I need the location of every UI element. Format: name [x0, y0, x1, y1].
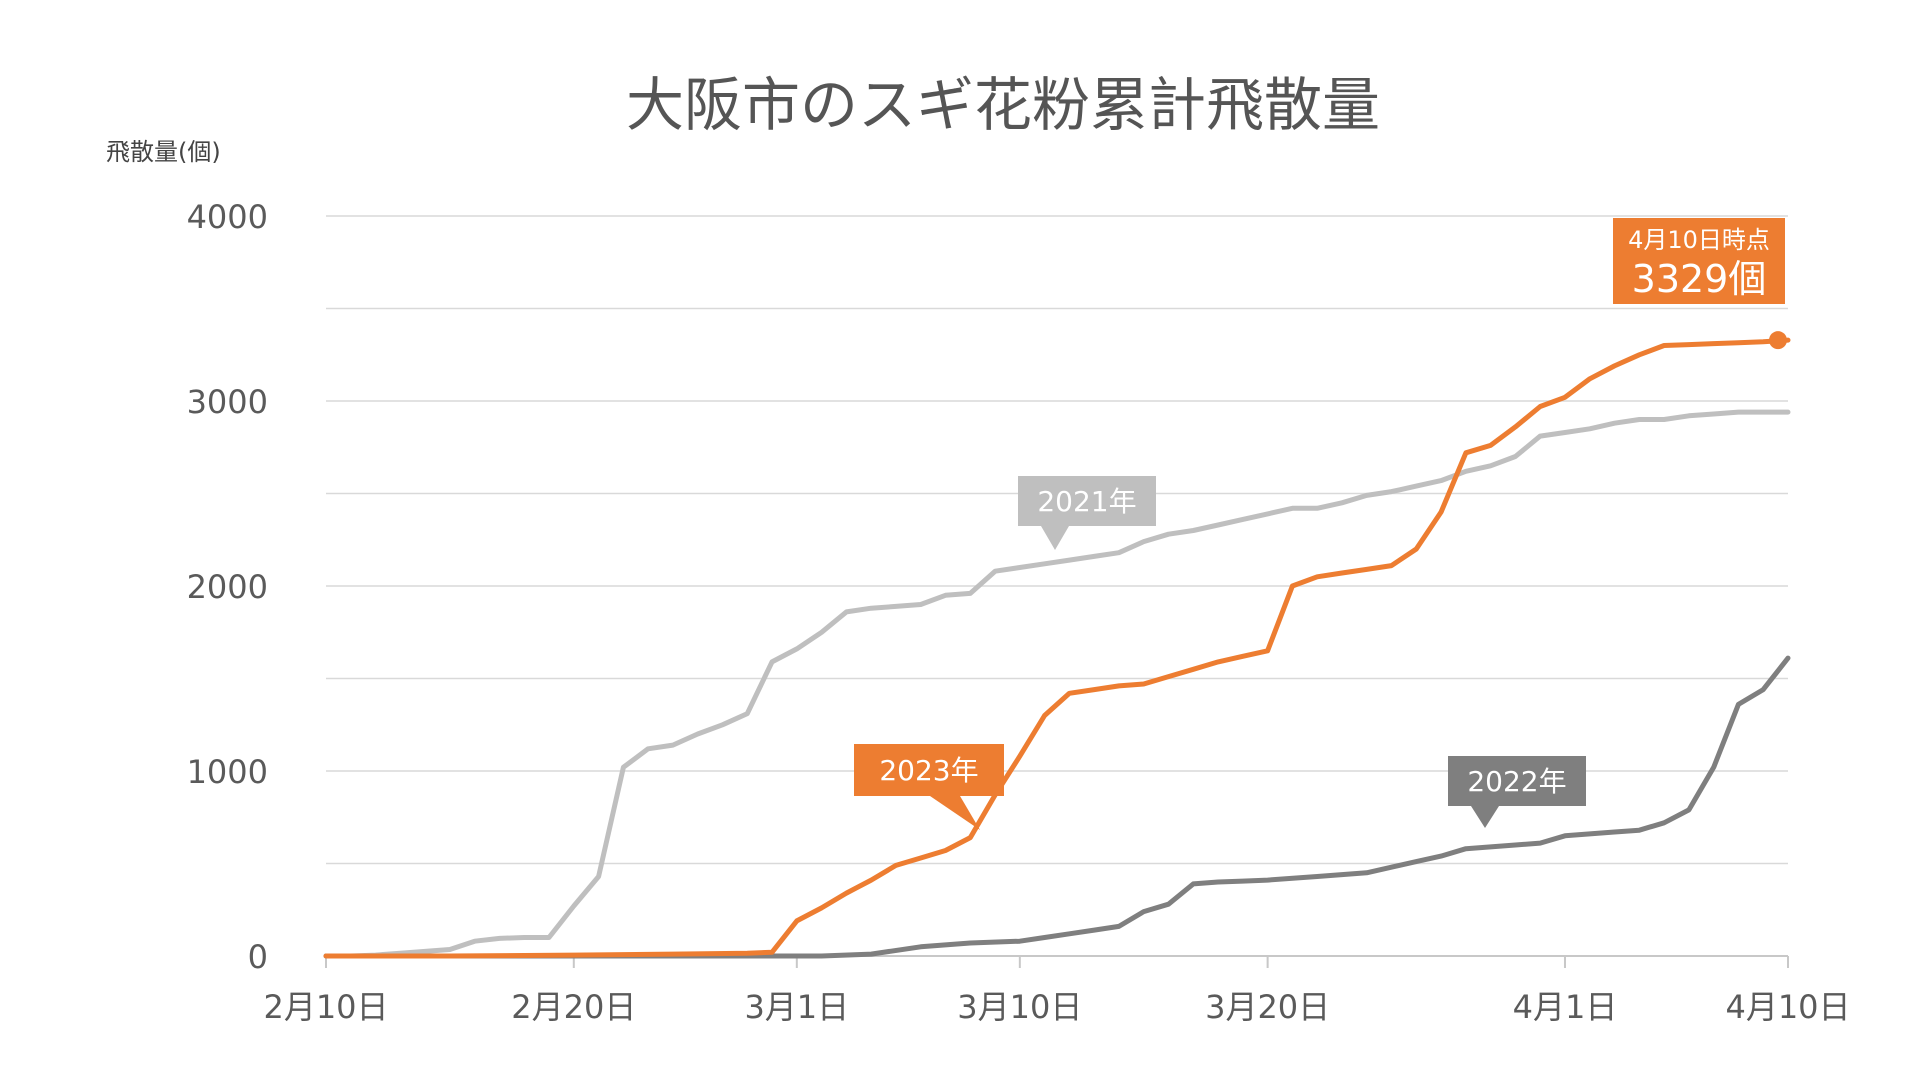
- series-line-3: [323, 337, 1791, 959]
- y-axis-ticks: 0 1000 2000 3000 4000: [187, 198, 268, 976]
- x-tick-label: 3月20日: [1205, 988, 1330, 1026]
- callout-pointer: [1471, 806, 1499, 828]
- y-tick-label: 3000: [187, 383, 268, 421]
- callout-label: 2022年: [1467, 765, 1566, 798]
- final-label-date: 4月10日時点: [1628, 226, 1770, 254]
- callout-box: [1448, 756, 1586, 806]
- final-point-annotation: 4月10日時点 3329個: [1613, 218, 1787, 350]
- callout-label: 2021年: [1037, 485, 1136, 518]
- callout-label: 2023年: [879, 754, 978, 787]
- x-tick-label: 3月1日: [744, 988, 849, 1026]
- callout-pointer: [930, 796, 980, 830]
- final-label-value: 3329個: [1632, 257, 1767, 301]
- y-tick-label: 4000: [187, 198, 268, 236]
- x-tick-label: 4月10日: [1725, 988, 1850, 1026]
- x-tick-label: 3月10日: [957, 988, 1082, 1026]
- x-tick-label: 4月1日: [1513, 988, 1618, 1026]
- callout-box: [1018, 476, 1156, 526]
- x-tick-label: 2月20日: [511, 988, 636, 1026]
- y-tick-label: 2000: [187, 568, 268, 606]
- callout-1: 2021年: [1018, 476, 1156, 550]
- x-tick-label: 2月10日: [263, 988, 388, 1026]
- y-tick-label: 1000: [187, 753, 268, 791]
- final-point-marker: [1769, 331, 1787, 350]
- series-line-1: [323, 409, 1791, 959]
- series-line-2: [323, 655, 1791, 959]
- series-lines: [323, 337, 1791, 959]
- x-axis-ticks: 2月10日 2月20日 3月1日 3月10日 3月20日 4月1日 4月10日: [263, 956, 1851, 1026]
- callout-box: [854, 744, 1004, 796]
- callout-2: 2022年: [1448, 756, 1586, 828]
- callout-3: 2023年: [854, 744, 1004, 830]
- series-callouts: 2021年 2022年 2023年: [854, 476, 1586, 830]
- y-axis-label: 飛散量(個): [106, 138, 221, 166]
- chart-title: 大阪市のスギ花粉累計飛散量: [626, 71, 1380, 139]
- y-tick-label: 0: [248, 938, 268, 976]
- callout-pointer: [1041, 526, 1069, 550]
- final-label-box: [1613, 218, 1785, 304]
